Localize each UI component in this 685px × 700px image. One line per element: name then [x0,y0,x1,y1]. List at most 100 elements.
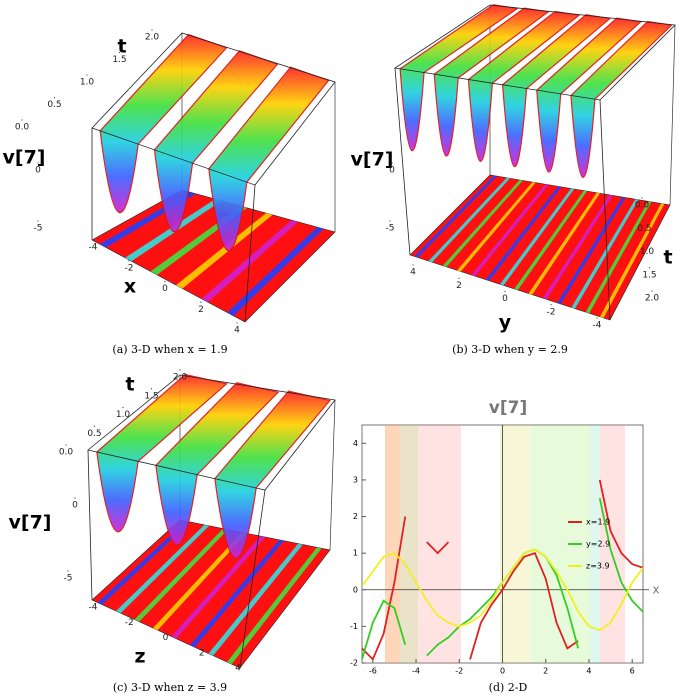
caption: (a) 3-D when x = 1.9 [112,343,227,356]
y-tick-label: 2 [353,512,358,521]
tick-mark [389,220,391,222]
tick-label: 4 [234,326,240,336]
tick-mark [236,322,238,324]
panel: -6 -4 -2 0 2 4 6 -2 -1 0 1 2 3 4 x=1.9 y=2.9 z=3.9 v[7] x (… [350,398,660,694]
box-edge [394,67,411,256]
tick-label: -5 [64,574,73,584]
tick-mark [65,444,67,446]
tick-label: 4 [410,268,416,278]
tick-label: 1.5 [642,270,656,280]
tick-mark [74,497,76,499]
tick-label: -4 [89,243,98,253]
tick-mark [128,614,130,616]
floor-stripe [414,175,498,258]
axis-label: t [125,374,134,396]
box-edge [599,99,611,321]
surface-sheet [570,20,673,178]
floor-stripe [557,197,626,304]
floor-stripe [500,188,575,286]
box-top [87,374,336,491]
tick-label: -4 [593,321,602,331]
tick-label: 0.5 [47,100,61,110]
tick-label: -5 [386,224,395,234]
floor-stripe [585,201,652,314]
tick-label: 2.0 [645,294,660,304]
floor-stripe [208,543,303,656]
axis-label: x [124,276,136,298]
x-axis-label: x [652,582,659,596]
y-tick-label: 4 [353,439,358,448]
box-edge [329,399,336,551]
x-tick-label: 0 [500,667,505,676]
tick-mark [151,29,153,31]
tick-mark [458,277,460,279]
floor-stripe [571,199,639,309]
floor-stripe [528,192,600,295]
floor-stripe [514,190,588,291]
tick-label: 2.0 [145,33,160,43]
tick-mark [651,290,653,292]
floor-stripe [457,182,536,272]
tick-label: -2 [547,307,556,317]
tick-mark [92,599,94,601]
tick-label: -2 [125,618,134,628]
floor-stripe [227,227,324,316]
legend-label: x=1.9 [586,518,610,527]
tick-mark [86,74,88,76]
panel: v[7] t x 0 -5 0.0 0.5 1.0 1.5 2.0 -4 -2 0 2 4 (a) 3-D w… [3,29,336,356]
floor-stripe [542,194,613,300]
tick-mark [164,629,167,632]
axis-label: z [134,646,145,668]
tick-label: 0 [35,166,41,176]
axis-label: v[7] [9,512,52,534]
axis-label: y [499,312,512,334]
box-edge [239,489,266,669]
series-line [362,548,643,632]
shade-band [400,425,418,663]
tick-mark [646,243,648,246]
tick-label: 1.0 [80,78,95,88]
tick-mark [641,197,643,199]
floor-stripe [176,213,273,289]
legend-label: z=3.9 [586,562,610,571]
tick-label: 1.0 [116,410,131,420]
tick-mark [128,260,130,262]
tick-mark [200,301,202,303]
tick-label: 0 [163,633,169,643]
tick-mark [67,570,69,572]
panel: v[7] t z 0 -5 0.0 0.5 1.0 1.5 2.0 -4 -2 0 2 4 (c) 3-D w… [9,369,336,694]
floor-stripe [134,528,228,622]
box-top [393,4,676,101]
tick-mark [93,425,96,427]
y-tick-label: 1 [353,549,358,558]
y-tick-label: -2 [350,659,358,668]
tick-label: 4 [235,664,241,674]
x-tick-label: 4 [586,667,591,676]
shade-band [590,425,600,663]
tick-mark [596,317,598,319]
floor-stripe [471,184,549,277]
tick-label: 0.0 [15,123,30,133]
series-line [362,479,643,661]
tick-mark [648,267,651,269]
shade-band [500,425,530,663]
panel: v[7] t y 0 -5 0.0 0.5 1.0 1.5 2.0 4 2 0 -2 -4 (b) 3-D w… [351,4,676,356]
box-edge [669,24,676,206]
tick-mark [150,388,153,390]
tick-label: 0 [72,501,78,511]
tick-label: 1.5 [144,391,158,401]
box-top [91,32,336,186]
chart-title: v[7] [489,398,527,418]
tick-label: 2 [456,281,462,291]
x-tick-label: 2 [543,667,548,676]
box-edge [87,449,93,601]
x-tick-label: 6 [630,667,635,676]
y-tick-label: -1 [350,622,358,631]
tick-label: -5 [34,224,43,234]
tick-mark [122,406,124,409]
tick-mark [412,264,414,266]
floor-stripe [97,521,191,605]
tick-mark [237,660,239,662]
floor-stripe [227,547,322,665]
